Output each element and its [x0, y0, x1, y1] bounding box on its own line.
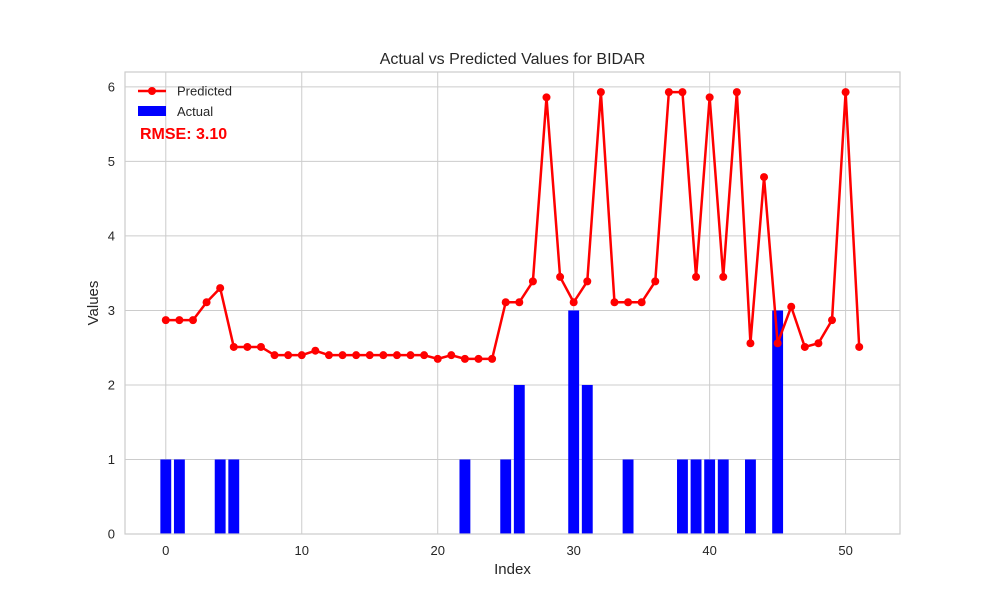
x-tick-label: 30	[566, 543, 580, 558]
actual-bar	[513, 384, 525, 534]
predicted-series-line	[165, 90, 861, 361]
predicted-point	[188, 316, 197, 325]
predicted-point	[800, 342, 809, 351]
predicted-point	[229, 342, 238, 351]
predicted-point	[732, 88, 741, 97]
actual-bar	[677, 459, 688, 534]
predicted-point	[692, 272, 701, 281]
actual-bar	[772, 310, 784, 534]
y-tick-label: 2	[108, 377, 115, 392]
x-tick-label: 40	[702, 543, 716, 558]
x-tick-label: 20	[430, 543, 444, 558]
predicted-point	[664, 88, 673, 97]
predicted-point	[488, 354, 497, 363]
predicted-point	[365, 351, 374, 360]
predicted-point	[637, 298, 646, 307]
predicted-point	[433, 354, 442, 363]
predicted-point	[651, 277, 660, 286]
rmse-annotation: RMSE: 3.10	[140, 126, 227, 143]
x-tick-label: 10	[295, 543, 309, 558]
predicted-point	[501, 298, 510, 307]
y-tick-label: 5	[108, 154, 115, 169]
predicted-line	[161, 88, 864, 363]
predicted-point	[256, 342, 265, 351]
predicted-point	[760, 173, 769, 182]
x-tick-label: 50	[838, 543, 852, 558]
predicted-point	[297, 351, 306, 360]
predicted-point	[855, 342, 864, 351]
y-tick-label: 6	[108, 79, 115, 94]
predicted-point	[324, 351, 333, 360]
predicted-point	[678, 88, 687, 97]
x-tick-label: 0	[162, 543, 169, 558]
predicted-point	[596, 88, 605, 97]
predicted-point	[841, 88, 850, 97]
chart-title: Actual vs Predicted Values for BIDAR	[380, 51, 646, 68]
predicted-point	[773, 339, 782, 348]
actual-bar	[690, 459, 702, 534]
predicted-point	[202, 298, 211, 307]
actual-bar	[704, 459, 716, 534]
legend-predicted-marker-icon	[148, 87, 156, 95]
tick-labels: 0 10 20 30 40 50 0 1 2 3 4 5 6	[108, 79, 853, 558]
x-axis-label: Index	[494, 561, 531, 578]
actual-bar	[717, 459, 729, 534]
predicted-point	[406, 351, 415, 360]
predicted-point	[352, 351, 361, 360]
y-axis-label: Values	[85, 281, 102, 326]
predicted-point	[610, 298, 619, 307]
y-tick-label: 3	[108, 303, 115, 318]
predicted-point	[338, 351, 347, 360]
predicted-point	[814, 339, 823, 348]
predicted-point	[161, 316, 170, 325]
predicted-point	[583, 277, 592, 286]
predicted-point	[528, 277, 537, 286]
actual-bar	[160, 459, 172, 534]
predicted-point	[542, 93, 551, 102]
y-tick-label: 4	[108, 228, 115, 243]
legend-predicted-label: Predicted	[177, 84, 232, 99]
predicted-point	[719, 272, 728, 281]
actual-bar	[581, 384, 593, 534]
actual-bar	[622, 459, 634, 534]
predicted-point	[270, 351, 279, 360]
predicted-point	[828, 316, 837, 325]
legend: Predicted Actual	[138, 84, 232, 119]
predicted-point	[311, 346, 320, 355]
actual-bar	[214, 459, 226, 534]
actual-bars	[160, 310, 784, 534]
predicted-point	[392, 351, 401, 360]
predicted-point	[569, 298, 578, 307]
actual-bar	[745, 459, 756, 534]
legend-actual-swatch-icon	[138, 106, 166, 116]
predicted-point	[515, 298, 524, 307]
actual-bar	[568, 310, 580, 534]
predicted-point	[460, 354, 469, 363]
y-tick-label: 0	[108, 527, 115, 542]
predicted-point	[447, 351, 456, 360]
predicted-point	[705, 93, 714, 102]
predicted-point	[175, 316, 184, 325]
predicted-point	[243, 342, 252, 351]
predicted-point	[284, 351, 293, 360]
predicted-point	[216, 284, 225, 293]
predicted-point	[420, 351, 429, 360]
actual-bar	[500, 459, 512, 534]
predicted-point	[624, 298, 633, 307]
predicted-point	[379, 351, 388, 360]
y-tick-label: 1	[108, 452, 115, 467]
predicted-point	[474, 354, 483, 363]
actual-bar	[459, 459, 471, 534]
actual-bar	[173, 459, 185, 534]
actual-bar	[228, 459, 240, 534]
predicted-point	[787, 302, 796, 311]
legend-actual-label: Actual	[177, 104, 213, 119]
plot-frame	[124, 71, 901, 535]
predicted-point	[556, 272, 565, 281]
predicted-point	[746, 339, 755, 348]
